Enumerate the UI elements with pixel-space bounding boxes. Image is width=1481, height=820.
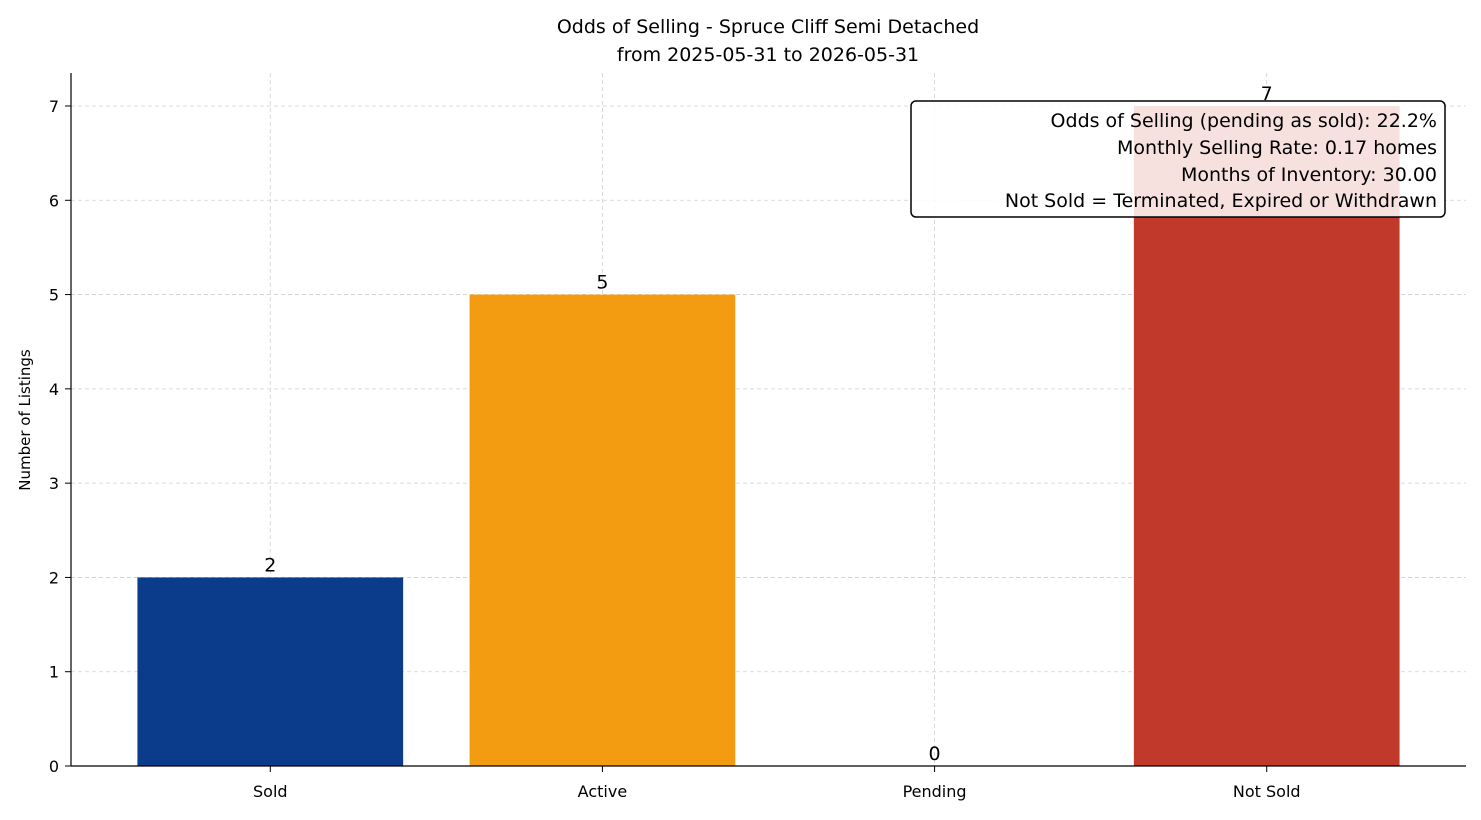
annotation-line-definition: Not Sold = Terminated, Expired or Withdr… bbox=[1005, 190, 1437, 212]
y-tick-label: 5 bbox=[49, 286, 59, 305]
y-tick-label: 3 bbox=[49, 474, 59, 493]
ticks: 0 1 2 3 4 5 6 7 Sold Active Pending Not Sold bbox=[49, 97, 1301, 801]
data-labels: 2 5 0 7 bbox=[264, 83, 1273, 765]
y-tick-label: 7 bbox=[49, 97, 59, 116]
stats-annotation-box: Odds of Selling (pending as sold): 22.2%… bbox=[910, 100, 1446, 218]
y-tick-label: 6 bbox=[49, 191, 59, 210]
bar-active bbox=[469, 294, 736, 766]
y-tick-label: 2 bbox=[49, 568, 59, 587]
data-label: 5 bbox=[596, 272, 608, 294]
axes bbox=[70, 73, 1466, 767]
y-tick-label: 0 bbox=[49, 757, 59, 776]
y-tick-label: 1 bbox=[49, 663, 59, 682]
y-tick-label: 4 bbox=[49, 380, 59, 399]
annotation-line-rate: Monthly Selling Rate: 0.17 homes bbox=[1117, 137, 1437, 159]
x-tick-label: Sold bbox=[253, 782, 288, 801]
annotation-line-odds: Odds of Selling (pending as sold): 22.2% bbox=[1051, 110, 1437, 132]
x-tick-label: Not Sold bbox=[1233, 782, 1301, 801]
data-label: 7 bbox=[1261, 83, 1273, 105]
data-label: 0 bbox=[929, 743, 941, 765]
annotation-line-inventory: Months of Inventory: 30.00 bbox=[1181, 164, 1437, 186]
data-label: 2 bbox=[264, 554, 276, 576]
annotation-frame bbox=[910, 100, 1446, 218]
x-tick-label: Active bbox=[578, 782, 628, 801]
y-axis-label: Number of Listings bbox=[16, 349, 34, 491]
x-tick-label: Pending bbox=[903, 782, 967, 801]
chart-title: Odds of Selling - Spruce Cliff Semi Deta… bbox=[557, 16, 979, 38]
bar-sold bbox=[137, 577, 404, 766]
chart-subtitle: from 2025-05-31 to 2026-05-31 bbox=[617, 44, 919, 66]
